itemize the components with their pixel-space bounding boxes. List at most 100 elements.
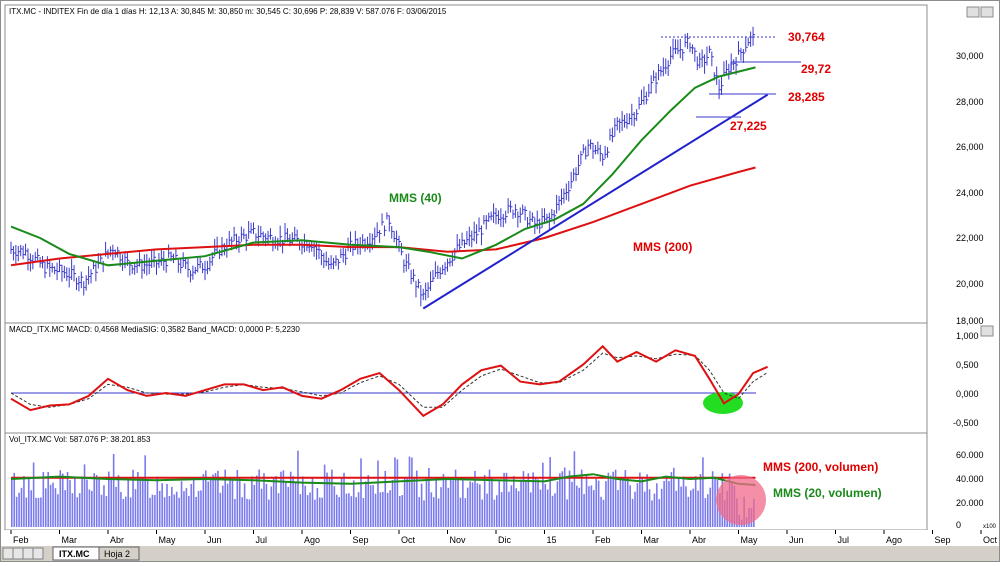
x-tick-label-9: Nov [450,535,467,545]
volume-bar [120,492,122,527]
mms40-line [10,66,756,267]
macd-panel-maximize-button[interactable] [980,325,994,337]
price-bar [156,259,159,275]
volume-bar [42,472,45,527]
volume-bar [690,490,692,527]
volume-bar [605,481,607,527]
vol-tick-40000: 40.000 [956,474,984,484]
volume-bar [74,477,76,527]
price-bar [592,142,595,159]
volume-bar [551,495,554,527]
price-bar [134,262,137,275]
price-bar [311,241,314,252]
price-bar [733,59,736,71]
price-bar [393,231,397,243]
volume-bar [15,496,18,527]
price-bar [248,221,251,239]
price-bar [146,253,149,276]
price-bar [388,215,392,232]
x-tick-label-19: Sep [935,535,951,545]
volume-bar [539,489,542,527]
price-bar [442,264,445,275]
price-bar [112,244,115,261]
volume-bar [32,462,35,527]
volume-bar [549,457,551,527]
price-bar [599,144,603,162]
volume-bar [309,492,311,527]
price-bar [306,240,309,252]
volume-bar [401,495,404,527]
volume-bar [437,498,440,527]
price-bar [374,227,377,246]
price-bar [245,233,249,251]
price-bar [539,218,542,234]
price-bar [206,260,210,275]
price-panel-close-button[interactable] [966,6,980,18]
volume-bar [137,471,139,527]
volume-bar [488,469,491,527]
volume-header: Vol_ITX.MC Vol: 587.076 P: 38.201.853 [9,435,151,444]
trendline [422,93,769,310]
volume-bar [517,491,520,527]
volume-bar [316,487,319,527]
price-bar [590,139,593,150]
price-bar [410,269,414,285]
price-bar [609,128,612,141]
tab-scroll-last-button[interactable] [32,547,44,560]
price-bar [745,36,748,52]
price-bar [444,262,448,276]
price-bar [417,278,421,289]
x-tick-label-10: Dic [498,535,511,545]
volume-bar [304,485,307,527]
volume-bar [83,464,86,527]
tab-scroll-first-button[interactable] [2,547,14,560]
macd-header: MACD_ITX.MC MACD: 0,4568 MediaSIG: 0,358… [9,325,300,334]
volume-bar [673,467,675,527]
price-bar [422,288,426,301]
tab-scroll-next-button[interactable] [22,547,34,560]
price-bar [136,258,140,274]
volume-bar [631,498,634,527]
volume-bar [149,497,151,527]
price-bar [517,211,520,228]
volume-bar [192,478,195,527]
price-panel-maximize-button[interactable] [980,6,994,18]
price-bar [350,231,353,253]
price-bar [679,38,683,59]
x-tick-label-14: Abr [692,535,706,545]
price-bar [68,267,72,288]
volume-bar [442,474,445,527]
price-bar [560,188,564,206]
price-bar [558,195,562,211]
price-tick-20000: 20,000 [956,279,984,289]
volume-bar [270,486,273,527]
price-bar [160,248,164,266]
volume-bar [224,469,226,527]
tab-itx-mc[interactable]: ITX.MC [52,546,100,561]
price-bar [485,215,489,230]
price-bar [655,72,659,94]
volume-bar [362,498,365,527]
price-bar [25,243,28,256]
price-bar [165,259,169,273]
tab-scroll-prev-button[interactable] [12,547,24,560]
price-bar [704,54,707,74]
price-bar [75,277,79,291]
volume-bar [563,467,566,527]
tab-hoja-2[interactable]: Hoja 2 [98,546,140,561]
volume-bar [292,476,294,527]
volume-bar [338,497,340,527]
price-bar [427,282,431,298]
volume-bar [619,478,622,527]
volume-bar [328,478,331,527]
price-bar [294,226,297,240]
price-bar [131,265,135,274]
price-bar [279,225,283,248]
volume-bar [71,493,74,527]
volume-bar [156,476,159,527]
price-bar [425,282,428,301]
price-bar [650,75,654,94]
price-bar [238,236,241,253]
volume-bar [374,493,377,527]
